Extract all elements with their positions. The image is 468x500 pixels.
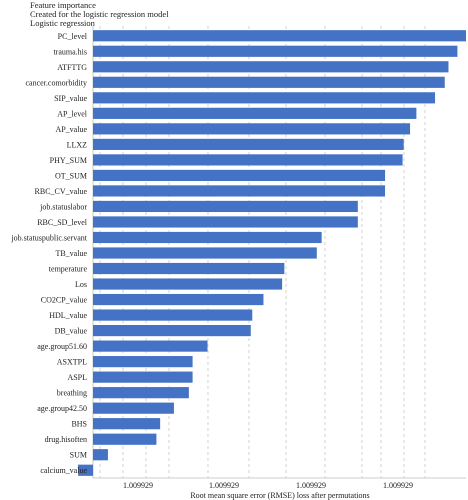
bar-11 [93,200,358,213]
category-label-10: RBC_CV_value [35,187,88,196]
category-label-16: Los [75,280,87,289]
category-label-5: AP_level [57,109,88,118]
category-label-17: CO2CP_value [41,296,88,305]
category-label-1: trauma.his [53,47,87,56]
bar-27 [93,449,108,461]
x-axis-title: Root mean square error (RMSE) loss after… [190,491,369,500]
category-label-14: TB_value [55,249,87,258]
category-label-25: BHS [71,420,87,429]
category-label-9: OT_SUM [55,171,87,180]
bar-9 [93,169,386,181]
bar-4 [93,92,436,104]
bar-28 [78,464,93,476]
bar-2 [93,61,449,73]
series-label: Logistic regression [30,18,95,28]
bar-10 [93,185,386,197]
category-label-7: LLXZ [67,140,88,149]
bar-15 [93,262,285,275]
category-label-4: SIP_value [54,94,87,103]
category-label-0: PC_level [58,32,88,41]
category-label-15: temperature [49,265,88,274]
category-label-3: cancer.comorbidity [25,78,87,87]
bar-1 [93,45,458,57]
bar-21 [93,356,193,368]
bar-12 [93,216,358,228]
bar-19 [93,325,251,337]
bar-17 [93,293,264,306]
x-tick-label-0: 1.009929 [123,481,153,490]
bar-24 [93,402,174,414]
bar-7 [93,138,404,150]
bar-6 [93,123,411,135]
category-label-26: drug.hisoften [45,435,87,444]
bar-22 [93,371,193,383]
category-label-23: breathing [57,389,87,398]
category-label-11: job.statuslabor [39,202,87,211]
category-label-28: calcium_value [40,466,87,475]
category-label-6: AP_value [55,125,87,134]
bar-26 [93,433,157,445]
category-label-22: ASPL [67,373,87,382]
x-tick-label-2: 1.009929 [296,481,326,490]
category-label-19: DB_value [55,327,88,336]
category-label-24: age.group42.50 [37,404,87,413]
category-label-27: SUM [70,451,87,460]
category-label-13: job.statuspublic.servant [10,233,87,242]
category-label-18: HDL_value [49,311,87,320]
bar-5 [93,107,417,119]
bar-14 [93,247,317,259]
x-tick-label-3: 1.009929 [383,481,413,490]
category-label-12: RBC_SD_level [37,218,88,227]
chart-subtitle: Created for the logistic regression mode… [30,9,169,19]
bar-23 [93,387,189,399]
category-label-8: PHY_SUM [50,156,87,165]
category-label-20: age.group51.60 [37,342,87,351]
bar-25 [93,418,161,430]
bar-3 [93,76,445,88]
bar-18 [93,309,253,321]
bar-20 [93,340,208,352]
bar-8 [93,154,403,166]
category-label-21: ASXTPL [57,358,87,367]
category-label-2: ATFTTG [57,63,87,72]
bar-16 [93,278,283,290]
bar-0 [93,30,466,42]
x-tick-label-1: 1.009929 [209,481,239,490]
chart-title: Feature importance [30,0,96,10]
bar-13 [93,231,322,244]
